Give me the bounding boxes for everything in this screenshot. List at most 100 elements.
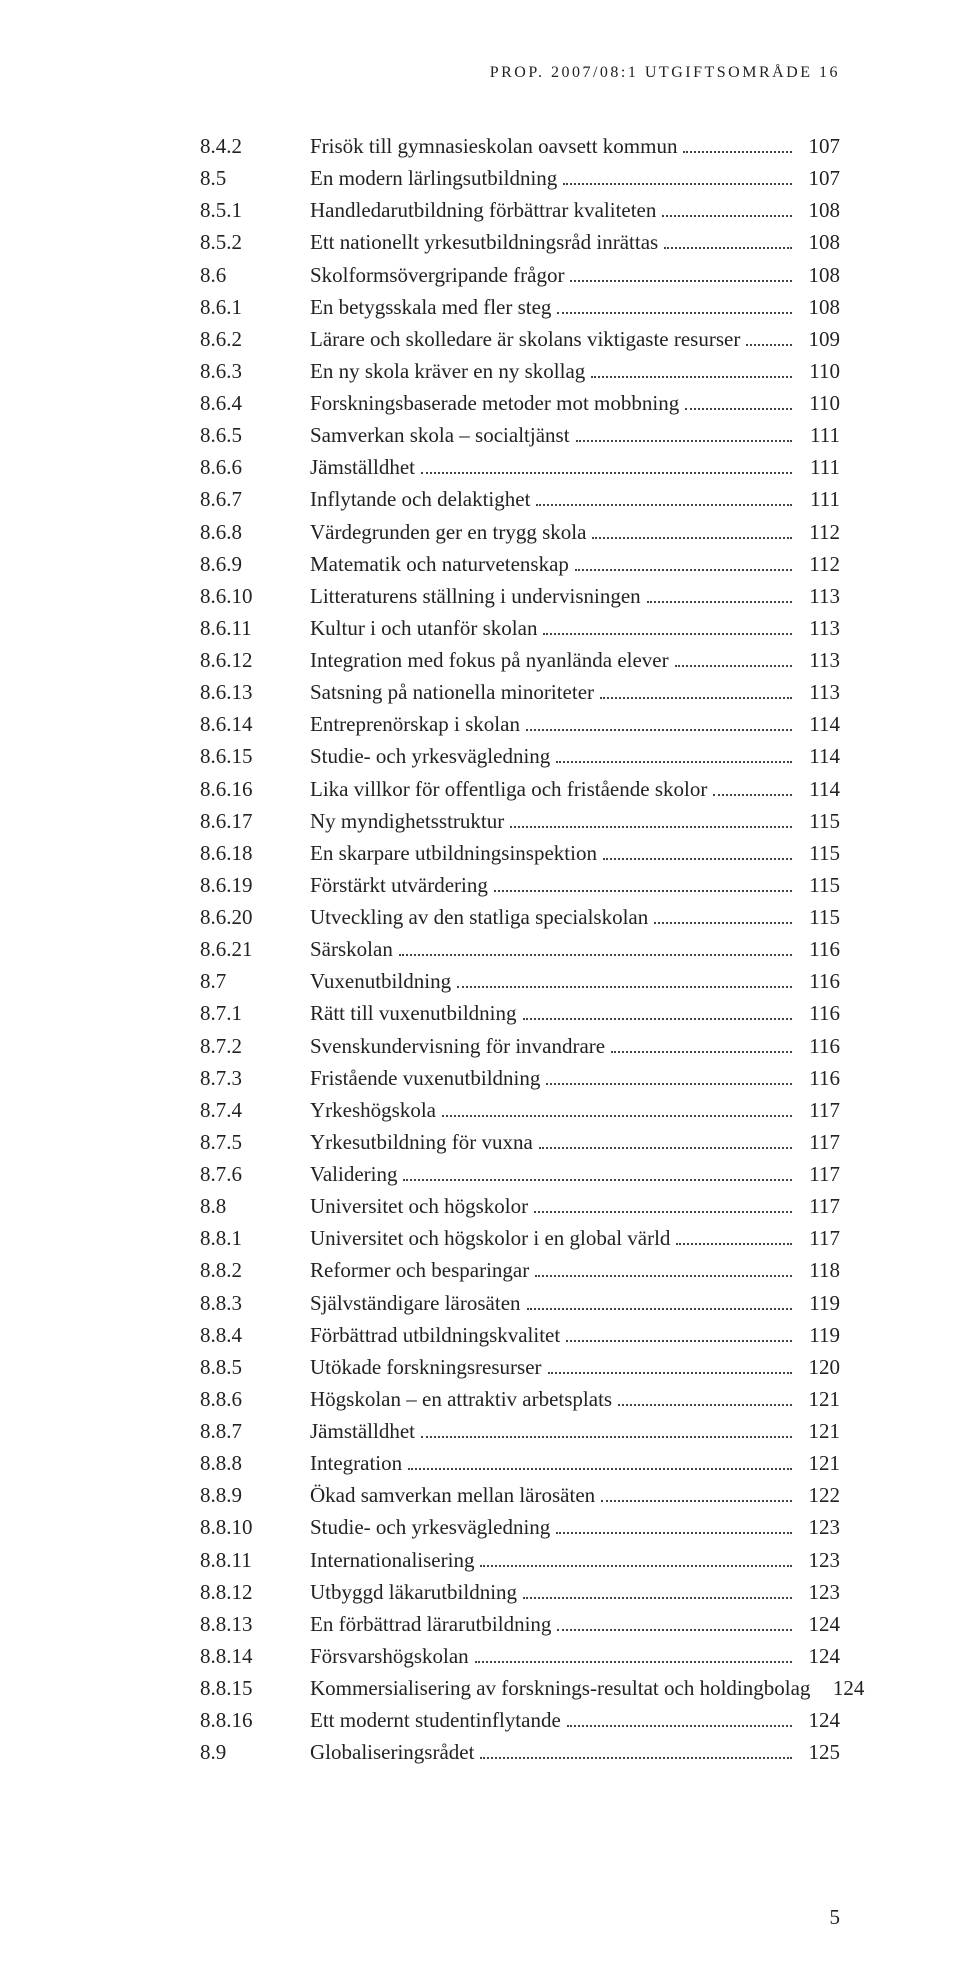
toc-section-number: 8.6.13	[200, 676, 310, 708]
toc-row: 8.6.10Litteraturens ställning i undervis…	[200, 580, 840, 612]
toc-row: 8.6.21Särskolan116	[200, 933, 840, 965]
toc-page-number: 111	[798, 483, 840, 515]
toc-leader-dots	[527, 1296, 792, 1310]
toc-section-number: 8.6.10	[200, 580, 310, 612]
toc-leader-dots	[685, 396, 792, 410]
toc-section-title: En förbättrad lärarutbildning	[310, 1608, 551, 1640]
toc-section-number: 8.6.9	[200, 548, 310, 580]
toc-section-title: Matematik och naturvetenskap	[310, 548, 569, 580]
toc-leader-dots	[567, 1714, 792, 1728]
toc-leader-dots	[600, 686, 792, 700]
toc-leader-dots	[546, 1071, 792, 1085]
toc-section-number: 8.6.17	[200, 805, 310, 837]
toc-row: 8.8.5Utökade forskningsresurser120	[200, 1351, 840, 1383]
toc-row: 8.8.12Utbyggd läkarutbildning123	[200, 1576, 840, 1608]
toc-row: 8.8.10Studie- och yrkesvägledning123	[200, 1511, 840, 1543]
toc-section-title: En betygsskala med fler steg	[310, 291, 551, 323]
toc-page-number: 116	[798, 965, 840, 997]
toc-leader-dots	[510, 814, 792, 828]
toc-page-number: 116	[798, 933, 840, 965]
toc-section-title: Utökade forskningsresurser	[310, 1351, 542, 1383]
toc-leader-dots	[713, 782, 792, 796]
toc-leader-dots	[536, 493, 792, 507]
toc-section-title: Jämställdhet	[310, 451, 415, 483]
toc-section-title: Kommersialisering av forsknings-resultat…	[310, 1672, 810, 1704]
toc-leader-dots	[576, 429, 792, 443]
toc-page-number: 115	[798, 869, 840, 901]
toc-section-title: Särskolan	[310, 933, 393, 965]
toc-row: 8.6.5Samverkan skola – socialtjänst111	[200, 419, 840, 451]
toc-section-title: Studie- och yrkesvägledning	[310, 1511, 550, 1543]
toc-section-title: Lika villkor för offentliga och friståen…	[310, 773, 707, 805]
toc-section-title: Universitet och högskolor	[310, 1190, 528, 1222]
toc-row: 8.7.6Validering117	[200, 1158, 840, 1190]
toc-section-number: 8.7.1	[200, 997, 310, 1029]
toc-page-number: 118	[798, 1254, 840, 1286]
toc-leader-dots	[556, 1521, 792, 1535]
toc-section-title: En ny skola kräver en ny skollag	[310, 355, 585, 387]
toc-row: 8.6.18En skarpare utbildningsinspektion1…	[200, 837, 840, 869]
toc-row: 8.8.14Försvarshögskolan124	[200, 1640, 840, 1672]
toc-page-number: 109	[798, 323, 840, 355]
toc-section-number: 8.6.7	[200, 483, 310, 515]
toc-section-number: 8.6.16	[200, 773, 310, 805]
toc-leader-dots	[421, 461, 792, 475]
toc-section-number: 8.7.2	[200, 1030, 310, 1062]
toc-row: 8.6.8Värdegrunden ger en trygg skola112	[200, 516, 840, 548]
toc-row: 8.6.17Ny myndighetsstruktur115	[200, 805, 840, 837]
toc-section-number: 8.8.16	[200, 1704, 310, 1736]
toc-section-title: En skarpare utbildningsinspektion	[310, 837, 597, 869]
toc-page-number: 112	[798, 516, 840, 548]
toc-section-title: Integration	[310, 1447, 402, 1479]
toc-section-number: 8.8.13	[200, 1608, 310, 1640]
toc-section-title: Inflytande och delaktighet	[310, 483, 530, 515]
toc-section-title: Självständigare lärosäten	[310, 1287, 521, 1319]
toc-section-title: Jämställdhet	[310, 1415, 415, 1447]
toc-row: 8.9Globaliseringsrådet125	[200, 1736, 840, 1768]
toc-page-number: 108	[798, 226, 840, 258]
toc-section-number: 8.6.14	[200, 708, 310, 740]
toc-section-title: Fristående vuxenutbildning	[310, 1062, 540, 1094]
toc-section-number: 8.8.11	[200, 1544, 310, 1576]
toc-section-number: 8.8	[200, 1190, 310, 1222]
toc-section-number: 8.6.1	[200, 291, 310, 323]
toc-row: 8.8.16Ett modernt studentinflytande124	[200, 1704, 840, 1736]
toc-section-number: 8.6	[200, 259, 310, 291]
toc-section-title: Ny myndighetsstruktur	[310, 805, 504, 837]
toc-leader-dots	[403, 1167, 792, 1181]
toc-section-number: 8.6.12	[200, 644, 310, 676]
toc-leader-dots	[442, 1103, 792, 1117]
toc-leader-dots	[475, 1649, 792, 1663]
toc-row: 8.8.8Integration121	[200, 1447, 840, 1479]
toc-row: 8.8.11Internationalisering123	[200, 1544, 840, 1576]
toc-leader-dots	[570, 268, 792, 282]
toc-page-number: 121	[798, 1415, 840, 1447]
toc-leader-dots	[662, 204, 792, 218]
toc-page-number: 119	[798, 1319, 840, 1351]
toc-leader-dots	[557, 1617, 792, 1631]
toc-leader-dots	[664, 236, 792, 250]
toc-leader-dots	[539, 1135, 792, 1149]
toc-section-number: 8.8.5	[200, 1351, 310, 1383]
toc-section-number: 8.7.4	[200, 1094, 310, 1126]
toc-section-number: 8.6.11	[200, 612, 310, 644]
toc-section-title: Lärare och skolledare är skolans viktiga…	[310, 323, 740, 355]
toc-section-number: 8.5.2	[200, 226, 310, 258]
toc-section-number: 8.6.4	[200, 387, 310, 419]
toc-page-number: 114	[798, 773, 840, 805]
toc-page-number: 113	[798, 644, 840, 676]
toc-leader-dots	[746, 332, 792, 346]
toc-section-number: 8.8.4	[200, 1319, 310, 1351]
toc-section-title: Ett modernt studentinflytande	[310, 1704, 561, 1736]
toc-section-title: Internationalisering	[310, 1544, 474, 1576]
toc-row: 8.6.13Satsning på nationella minoriteter…	[200, 676, 840, 708]
toc-page-number: 124	[822, 1672, 864, 1704]
toc-page-number: 116	[798, 1030, 840, 1062]
toc-section-title: Svenskundervisning för invandrare	[310, 1030, 605, 1062]
toc-section-title: Forskningsbaserade metoder mot mobbning	[310, 387, 679, 419]
toc-section-title: Reformer och besparingar	[310, 1254, 529, 1286]
toc-row: 8.8.2Reformer och besparingar 118	[200, 1254, 840, 1286]
toc-row: 8.8.7Jämställdhet121	[200, 1415, 840, 1447]
toc-page-number: 121	[798, 1383, 840, 1415]
toc-section-number: 8.8.2	[200, 1254, 310, 1286]
